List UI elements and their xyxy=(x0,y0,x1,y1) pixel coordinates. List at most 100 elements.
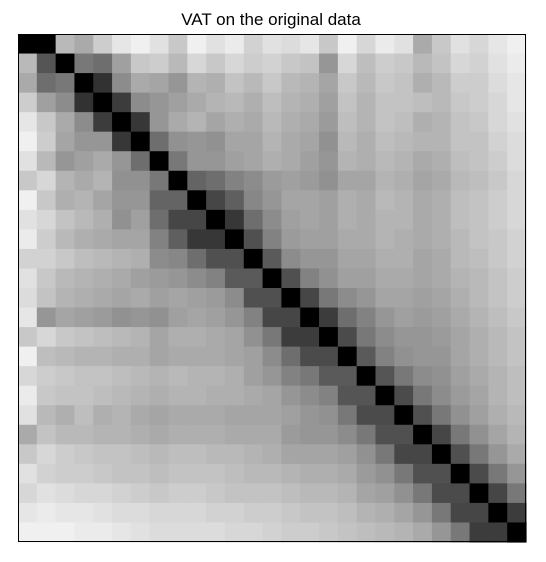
heatmap-cell xyxy=(243,92,264,113)
heatmap-cell xyxy=(356,463,377,484)
heatmap-cell xyxy=(206,366,226,387)
heatmap-cell xyxy=(93,112,113,133)
heatmap-cell xyxy=(18,502,38,524)
heatmap-cell xyxy=(74,170,94,191)
heatmap-cell xyxy=(337,73,358,94)
heatmap-cell xyxy=(488,405,508,426)
heatmap-cell xyxy=(130,385,151,406)
heatmap-cell xyxy=(469,92,489,113)
heatmap-cell xyxy=(431,268,452,289)
heatmap-cell xyxy=(149,268,170,289)
heatmap-cell xyxy=(450,346,471,367)
heatmap-cell xyxy=(130,502,151,524)
heatmap-cell xyxy=(488,327,508,348)
heatmap-cell xyxy=(431,248,452,270)
heatmap-cell xyxy=(450,424,471,445)
heatmap-cell xyxy=(469,229,489,250)
heatmap-cell xyxy=(488,53,508,74)
heatmap-cell xyxy=(431,385,452,406)
heatmap-cell xyxy=(337,307,358,328)
heatmap-cell xyxy=(187,385,207,406)
heatmap-cell xyxy=(281,444,301,465)
heatmap-cell xyxy=(337,346,358,367)
heatmap-cell xyxy=(93,424,113,445)
heatmap-cell xyxy=(375,307,395,328)
heatmap-cell xyxy=(149,53,170,74)
heatmap-cell xyxy=(149,229,170,250)
heatmap-cell xyxy=(431,229,452,250)
heatmap-cell xyxy=(187,405,207,426)
heatmap-cell xyxy=(356,248,377,270)
heatmap-cell xyxy=(149,170,170,191)
heatmap-cell xyxy=(112,385,132,406)
heatmap-cell xyxy=(507,209,527,230)
heatmap-cell xyxy=(187,268,207,289)
heatmap-cell xyxy=(93,268,113,289)
heatmap-cell xyxy=(130,151,151,172)
heatmap-cell xyxy=(356,483,377,504)
heatmap-cell xyxy=(36,53,57,74)
heatmap-cell xyxy=(394,53,414,74)
heatmap-cell xyxy=(356,190,377,211)
heatmap-cell xyxy=(36,92,57,113)
heatmap-cell xyxy=(187,190,207,211)
heatmap-cell xyxy=(488,73,508,94)
heatmap-cell xyxy=(375,463,395,484)
heatmap-cell xyxy=(112,307,132,328)
heatmap-cell xyxy=(262,405,282,426)
heatmap-cell xyxy=(394,248,414,270)
heatmap-cell xyxy=(431,424,452,445)
heatmap-cell xyxy=(149,92,170,113)
heatmap-cell xyxy=(281,53,301,74)
heatmap-cell xyxy=(74,131,94,152)
heatmap-cell xyxy=(130,131,151,152)
heatmap-cell xyxy=(243,366,264,387)
heatmap-cell xyxy=(300,444,320,465)
heatmap-cell xyxy=(206,463,226,484)
heatmap-cell xyxy=(130,327,151,348)
heatmap-cell xyxy=(394,268,414,289)
heatmap-cell xyxy=(469,112,489,133)
heatmap-cell xyxy=(413,346,433,367)
heatmap-cell xyxy=(488,112,508,133)
heatmap-cell xyxy=(36,248,57,270)
heatmap-cell xyxy=(469,502,489,524)
heatmap-cell xyxy=(300,190,320,211)
heatmap-cell xyxy=(187,366,207,387)
heatmap-cell xyxy=(224,248,245,270)
heatmap-cell xyxy=(262,209,282,230)
heatmap-cell xyxy=(262,346,282,367)
heatmap-cell xyxy=(469,268,489,289)
heatmap-cell xyxy=(281,170,301,191)
heatmap-cell xyxy=(74,327,94,348)
heatmap-cell xyxy=(300,346,320,367)
heatmap-cell xyxy=(507,73,527,94)
heatmap-cell xyxy=(375,385,395,406)
heatmap-cell xyxy=(450,366,471,387)
heatmap-cell xyxy=(450,327,471,348)
heatmap-cell xyxy=(394,151,414,172)
heatmap-cell xyxy=(450,209,471,230)
heatmap-cell xyxy=(55,405,76,426)
heatmap-cell xyxy=(319,307,339,328)
heatmap-cell xyxy=(337,34,358,55)
heatmap-cell xyxy=(375,170,395,191)
heatmap-cell xyxy=(187,229,207,250)
heatmap-cell xyxy=(206,268,226,289)
heatmap-cell xyxy=(18,327,38,348)
heatmap-cell xyxy=(450,151,471,172)
heatmap-cell xyxy=(431,190,452,211)
heatmap-cell xyxy=(300,209,320,230)
heatmap-cell xyxy=(18,405,38,426)
heatmap-cell xyxy=(431,444,452,465)
heatmap-cell xyxy=(224,73,245,94)
heatmap-cell xyxy=(488,229,508,250)
heatmap-cell xyxy=(262,483,282,504)
heatmap-cell xyxy=(356,170,377,191)
heatmap-cell xyxy=(36,307,57,328)
heatmap-cell xyxy=(36,346,57,367)
heatmap-cell xyxy=(206,190,226,211)
heatmap-cell xyxy=(337,366,358,387)
heatmap-cell xyxy=(112,366,132,387)
heatmap-cell xyxy=(243,444,264,465)
